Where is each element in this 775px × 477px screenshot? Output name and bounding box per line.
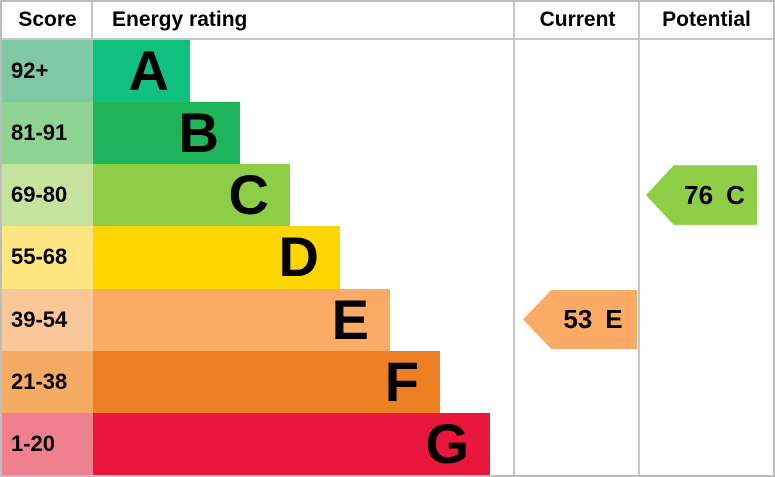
score-column-divider (91, 2, 93, 38)
band-score-label: 39-54 (11, 306, 68, 332)
band-score-cell: 21-38 (2, 350, 93, 413)
band-score-cell: 69-80 (2, 164, 93, 227)
band-row: 39-54 E (2, 287, 773, 351)
potential-rating-arrow: 76 C (646, 165, 757, 225)
band-row: 81-91 B (2, 101, 773, 165)
potential-column-divider (638, 2, 640, 475)
band-score-label: 92+ (11, 58, 49, 84)
band-row: 1-20 G (2, 411, 773, 475)
band-letter: D (278, 225, 319, 289)
band-score-cell: 92+ (2, 40, 93, 103)
score-column-header: Score (18, 8, 77, 31)
band-letter: C (228, 163, 269, 227)
header-separator-line (2, 38, 773, 40)
current-rating-letter: E (605, 303, 623, 334)
potential-column-header: Potential (662, 8, 751, 31)
chart-header: Score Energy rating Current Potential (2, 2, 773, 38)
current-column-divider (513, 2, 515, 475)
band-score-cell: 81-91 (2, 102, 93, 165)
band-bar: D (93, 225, 340, 289)
band-bar: G (93, 411, 490, 475)
band-rows: 92+ A 81-91 B 69-80 C 55-68 D 39-54 (2, 40, 773, 475)
band-score-label: 55-68 (11, 244, 68, 270)
band-row: 55-68 D (2, 225, 773, 289)
band-score-label: 81-91 (11, 120, 68, 146)
band-letter: B (178, 101, 219, 165)
current-column-header: Current (539, 8, 616, 31)
band-score-label: 69-80 (11, 182, 68, 208)
band-letter: A (128, 39, 169, 103)
band-score-label: 21-38 (11, 368, 68, 394)
energy-rating-column-header: Energy rating (112, 8, 248, 31)
band-bar: F (93, 349, 440, 413)
band-bar: B (93, 101, 240, 165)
band-row: 92+ A (2, 39, 773, 103)
band-bar: C (93, 163, 290, 227)
band-letter: F (384, 349, 419, 413)
band-score-cell: 39-54 (2, 288, 93, 351)
band-score-cell: 55-68 (2, 226, 93, 289)
band-letter: E (331, 287, 369, 351)
potential-rating-value: 76 (684, 179, 714, 210)
band-bar: E (93, 287, 390, 351)
band-letter: G (425, 411, 469, 475)
band-row: 69-80 C (2, 163, 773, 227)
band-score-cell: 1-20 (2, 412, 93, 475)
current-rating-value: 53 (563, 303, 593, 334)
band-bar: A (93, 39, 190, 103)
band-row: 21-38 F (2, 349, 773, 413)
potential-rating-letter: C (726, 179, 745, 210)
band-score-label: 1-20 (11, 430, 56, 456)
